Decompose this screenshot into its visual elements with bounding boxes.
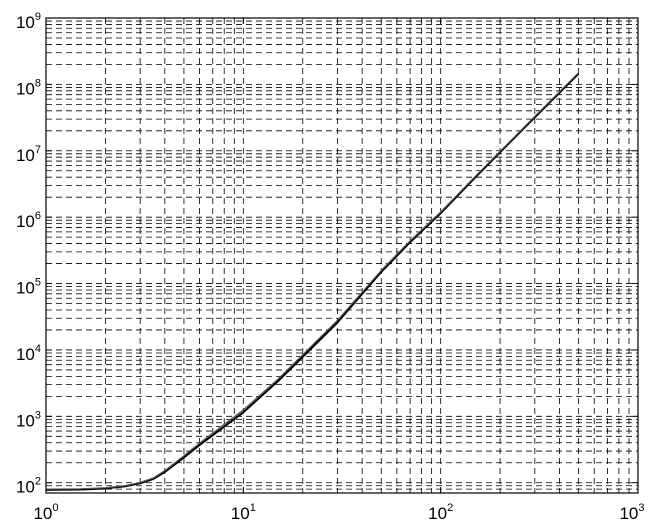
y-tick-label: 104: [16, 343, 41, 364]
plot-background: [46, 18, 638, 493]
grid: [46, 18, 638, 493]
series-line-1: [45, 72, 580, 491]
series-line-2: [45, 72, 580, 490]
y-tick-label: 102: [16, 476, 41, 497]
y-tick-label: 106: [16, 210, 41, 231]
x-tick-label: 100: [33, 502, 58, 523]
y-tick-label: 108: [16, 77, 41, 98]
y-tick-label: 103: [16, 409, 41, 430]
y-tick-label: 105: [16, 277, 41, 298]
y-tick-label: 107: [16, 144, 41, 165]
x-tick-label: 101: [231, 502, 256, 523]
plot-frame: [45, 17, 639, 494]
series-layer: [45, 72, 580, 491]
y-tick-label: 109: [16, 11, 41, 32]
tick-labels: 100 101 102 103 102 103 104 105 106 107 108 109: [16, 11, 645, 523]
x-tick-label: 103: [619, 502, 644, 523]
ticks: [45, 17, 639, 493]
x-tick-label: 102: [428, 502, 453, 523]
